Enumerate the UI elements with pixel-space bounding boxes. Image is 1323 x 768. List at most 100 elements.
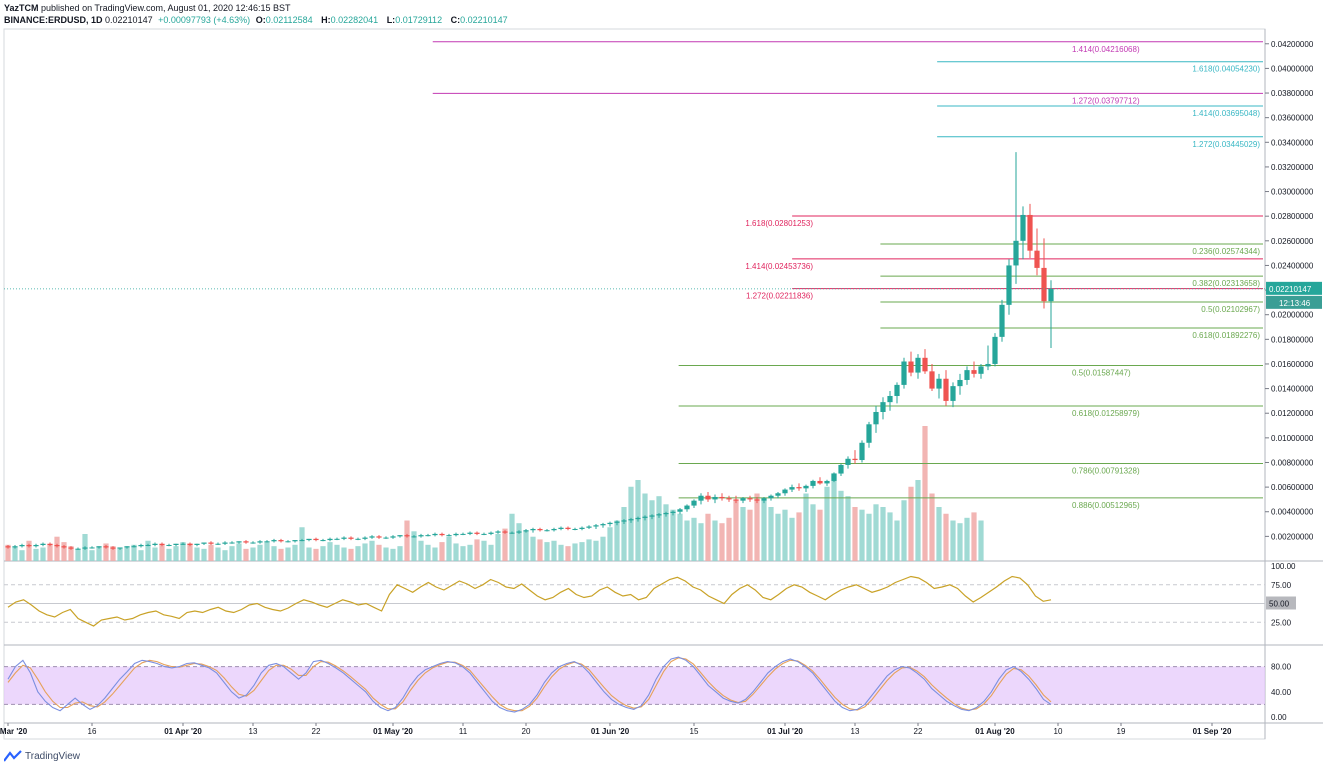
volume-bar	[411, 531, 417, 561]
candle-body	[1048, 288, 1054, 302]
volume-bar	[922, 426, 928, 561]
fib-level-label: 1.414(0.02453736)	[745, 262, 813, 271]
volume-bar	[180, 542, 186, 561]
y-tick-label: 0.01000000	[1271, 434, 1314, 443]
volume-bar	[61, 542, 67, 561]
candle-body	[530, 528, 536, 531]
volume-bar	[586, 539, 592, 561]
volume-bar	[418, 540, 424, 561]
candle-body	[26, 544, 32, 547]
volume-bar	[796, 512, 802, 561]
candle-body	[411, 536, 417, 538]
candle-body	[1027, 214, 1033, 251]
candle-body	[621, 520, 627, 522]
candle-body	[670, 511, 676, 513]
candle-body	[775, 493, 781, 496]
candle-body	[768, 495, 774, 499]
volume-bar	[145, 540, 151, 561]
volume-bar	[845, 496, 851, 561]
volume-bar	[362, 543, 368, 561]
candle-body	[1006, 265, 1012, 305]
rsi-line	[7, 575, 1052, 627]
volume-bar	[551, 540, 557, 561]
candle-body	[33, 544, 39, 547]
tradingview-chart[interactable]: 0.04200000 0.04000000 0.03800000 0.03600000…	[0, 0, 1323, 750]
volume-bar	[488, 544, 494, 561]
candle-body	[89, 547, 95, 549]
volume-bar	[859, 509, 865, 561]
candle-body	[901, 361, 907, 385]
volume-bar	[243, 548, 249, 561]
y-tick-label: 0.02000000	[1271, 311, 1314, 320]
candle-body	[796, 487, 802, 489]
volume-bar	[355, 546, 361, 561]
candle-body	[194, 543, 200, 545]
volume-bar	[908, 486, 914, 561]
candle-body	[257, 541, 263, 543]
candle-body	[789, 487, 795, 490]
candle-body	[999, 304, 1005, 337]
candle-body	[481, 533, 487, 535]
volume-bar	[957, 523, 963, 561]
y-tick-label: 0.02800000	[1271, 212, 1314, 221]
y-tick-label: 0.00400000	[1271, 508, 1314, 517]
fib-level-label: 0.786(0.00791328)	[1072, 467, 1140, 476]
volume-bar	[544, 542, 550, 561]
fib-level-label: 1.414(0.04216068)	[1072, 45, 1140, 54]
volume-bar	[278, 548, 284, 561]
candle-body	[523, 530, 529, 532]
candle-body	[208, 542, 214, 544]
volume-bar	[614, 520, 620, 561]
candle-body	[432, 533, 438, 536]
volume-bar	[292, 544, 298, 561]
candle-body	[719, 496, 725, 499]
candle-body	[138, 544, 144, 547]
publisher-name[interactable]: YazTCM	[4, 3, 39, 13]
candle-body	[859, 442, 865, 461]
tradingview-footer[interactable]: TradingView	[4, 750, 80, 762]
candle-body	[740, 498, 746, 501]
volume-bar	[719, 523, 725, 561]
candle-body	[761, 498, 767, 501]
volume-bar	[453, 543, 459, 561]
volume-bar	[306, 547, 312, 561]
candle-body	[565, 527, 571, 529]
candle-body	[460, 533, 466, 535]
y-tick-label: 0.00600000	[1271, 483, 1314, 492]
candle-body	[537, 528, 543, 531]
volume-bar	[656, 496, 662, 561]
candle-body	[82, 547, 88, 549]
volume-bar	[607, 527, 613, 561]
volume-bar	[117, 548, 123, 561]
volume-bar	[537, 539, 543, 561]
candle-body	[593, 525, 599, 527]
x-tick-label: 22	[914, 727, 923, 736]
volume-bar	[523, 531, 529, 561]
volume-bar	[572, 543, 578, 561]
volume-bar	[54, 536, 60, 561]
volume-bar	[341, 547, 347, 561]
candle-body	[467, 532, 473, 534]
x-tick-label: 22	[312, 727, 321, 736]
volume-bar	[110, 546, 116, 561]
symbol-label[interactable]: BINANCE:ERDUSD, 1D	[4, 15, 103, 25]
candle-body	[439, 533, 445, 536]
rsi-tick-label: 75.00	[1271, 581, 1292, 590]
y-tick-label: 0.03600000	[1271, 114, 1314, 123]
candle-body	[404, 535, 410, 537]
volume-bar	[446, 536, 452, 561]
volume-bar	[677, 513, 683, 561]
volume-bar	[530, 536, 536, 561]
candle-body	[782, 489, 788, 494]
volume-bar	[516, 523, 522, 561]
rsi-value-badge	[1266, 596, 1296, 610]
candle-body	[572, 528, 578, 530]
candle-body	[96, 546, 102, 548]
volume-bar	[47, 544, 53, 561]
fib-level-label: 1.414(0.03695048)	[1192, 109, 1260, 118]
volume-bar	[348, 548, 354, 561]
countdown-label: 12:13:46	[1279, 299, 1311, 308]
volume-bar	[313, 548, 319, 561]
volume-bar	[250, 547, 256, 561]
candle-body	[131, 546, 137, 548]
